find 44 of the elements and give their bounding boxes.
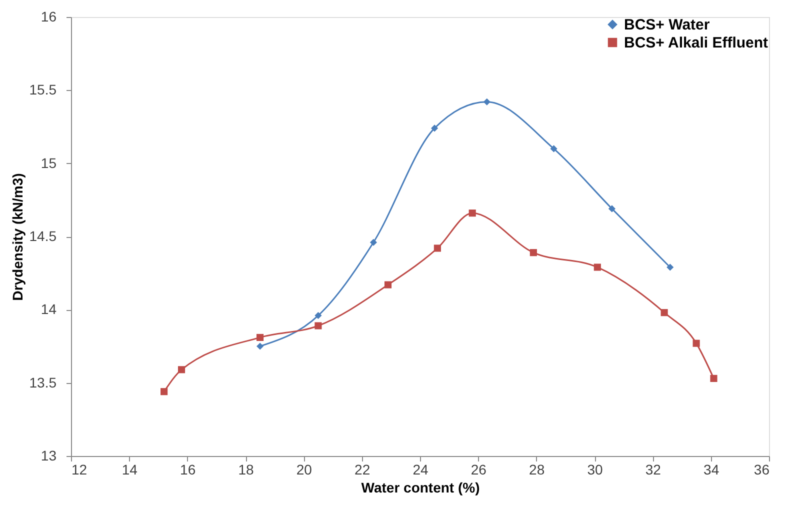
y-axis-title: Drydensity (kN/m3) bbox=[9, 173, 26, 301]
point bbox=[483, 98, 490, 106]
x-axis-title: Water content (%) bbox=[361, 480, 480, 496]
point bbox=[692, 340, 700, 347]
point bbox=[384, 281, 392, 288]
point bbox=[314, 322, 322, 330]
point bbox=[608, 205, 616, 212]
legend-label: BCS+ Water bbox=[624, 16, 710, 34]
point bbox=[434, 244, 441, 252]
y-tick-label: 13.5 bbox=[29, 374, 57, 390]
point bbox=[160, 388, 168, 396]
x-tick-label: 12 bbox=[72, 462, 88, 478]
y-tick-label: 15.5 bbox=[29, 82, 57, 98]
x-tick-label: 22 bbox=[354, 462, 370, 478]
x-tick-label: 34 bbox=[704, 462, 720, 478]
x-tick-label: 16 bbox=[180, 462, 196, 478]
y-tick-label: 14.5 bbox=[29, 228, 57, 244]
point bbox=[530, 249, 537, 256]
point bbox=[256, 334, 264, 342]
x-tick-label: 14 bbox=[122, 462, 138, 478]
y-tick-label: 16 bbox=[40, 8, 57, 24]
point bbox=[431, 124, 438, 132]
x-tick-label: 26 bbox=[470, 462, 487, 478]
point bbox=[370, 238, 378, 246]
x-tick-label: 18 bbox=[238, 462, 254, 478]
point bbox=[660, 309, 668, 316]
y-tick-label: 15 bbox=[40, 154, 57, 171]
point bbox=[710, 374, 718, 382]
point bbox=[594, 264, 601, 271]
point bbox=[256, 342, 264, 350]
x-tick-label: 20 bbox=[296, 462, 312, 478]
y-tick-label: 13 bbox=[40, 448, 57, 464]
x-tick-label: 30 bbox=[587, 462, 603, 478]
x-tick-label: 32 bbox=[645, 462, 662, 478]
legend-label: BCS+ Alkali Effluent bbox=[624, 34, 768, 52]
y-tick-label: 14 bbox=[40, 301, 57, 318]
point bbox=[468, 210, 476, 217]
x-tick-label: 36 bbox=[754, 462, 770, 478]
x-tick-label: 28 bbox=[529, 462, 545, 478]
point bbox=[314, 312, 322, 320]
point bbox=[666, 264, 674, 271]
point bbox=[550, 145, 558, 152]
x-tick-label: 24 bbox=[412, 462, 428, 478]
point bbox=[178, 366, 186, 374]
